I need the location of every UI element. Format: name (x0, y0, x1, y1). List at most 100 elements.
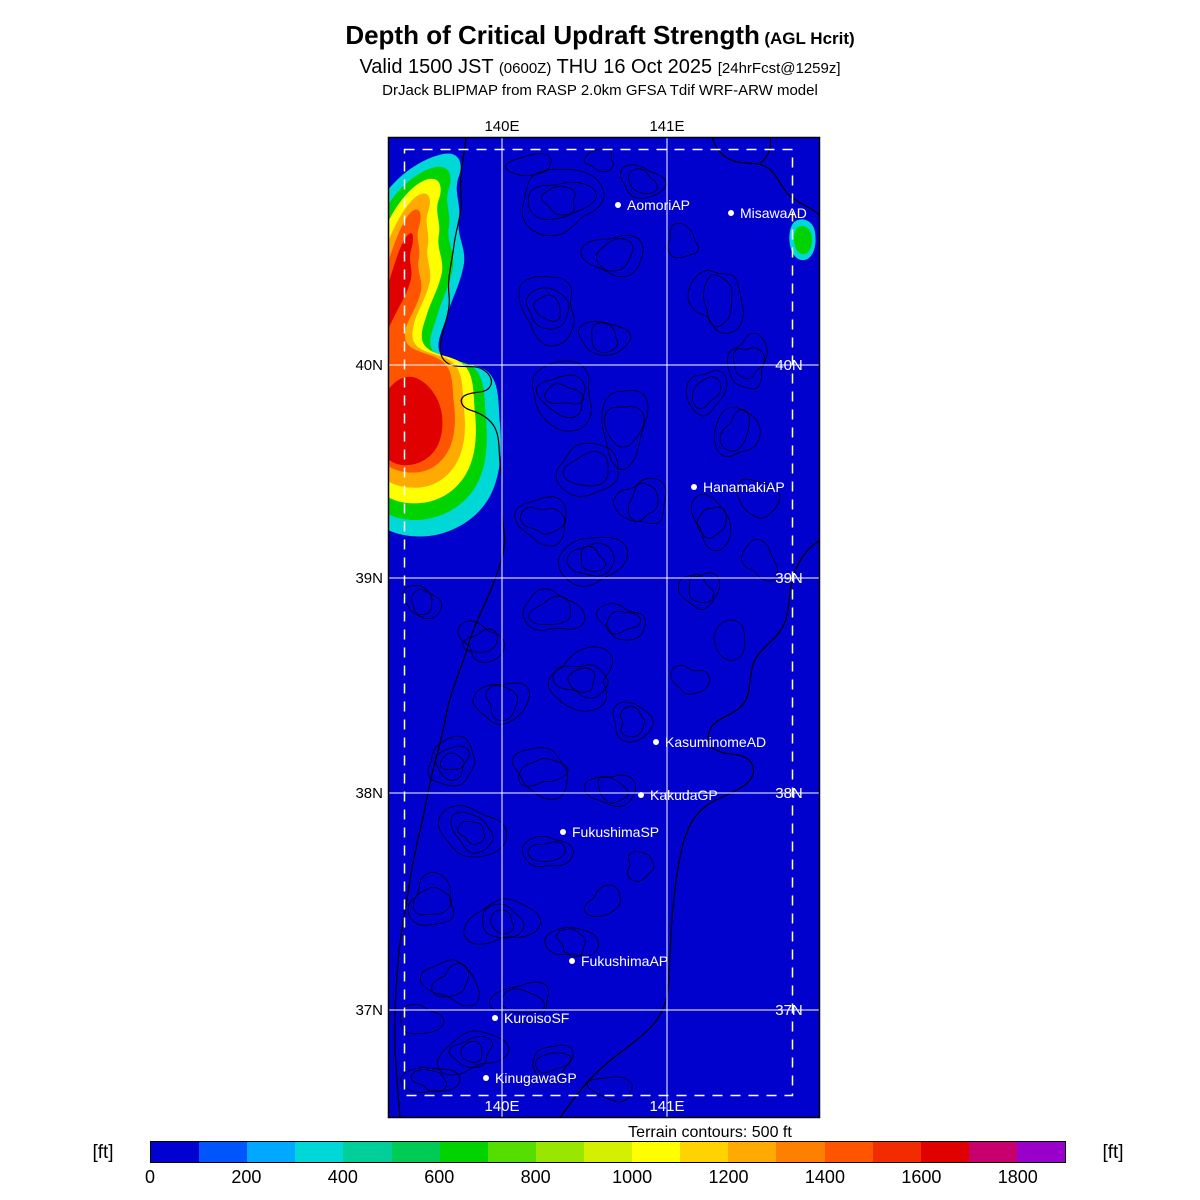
coastline-north (711, 137, 820, 221)
station-label: KasuminomeAD (665, 734, 766, 750)
terrain-contour-line (532, 1044, 574, 1083)
lon-label-bottom: 141E (649, 1098, 684, 1115)
station-dot (569, 958, 575, 964)
terrain-contour-line (402, 584, 442, 619)
lat-label-right: 38N (775, 785, 803, 802)
terrain-contour-line (562, 451, 609, 487)
terrain-contour-line (527, 181, 597, 220)
lat-label-left: 39N (355, 570, 383, 587)
terrain-contour-line (558, 536, 629, 587)
colorbar-tick-label: 200 (231, 1167, 262, 1187)
terrain-contour-line (670, 664, 710, 695)
terrain-contour-line (450, 811, 494, 854)
coastline-west (394, 137, 506, 1118)
terrain-contour-line (457, 820, 485, 845)
terrain-contour-line (601, 389, 649, 470)
terrain-contour-line (726, 332, 768, 390)
terrain-contour-line (696, 507, 727, 539)
terrain-contour-line (591, 322, 619, 354)
terrain-contour-line (667, 222, 699, 259)
terrain-contour-line (556, 928, 586, 957)
terrain-contour-line (528, 595, 571, 625)
colorbar-tick-label: 1800 (997, 1167, 1038, 1187)
terrain-contour-line (463, 898, 542, 945)
terrain-contour-line (703, 274, 733, 328)
terrain-contour-line (692, 376, 722, 410)
terrain-contour-line (522, 588, 586, 631)
colorbar-segment (872, 1142, 921, 1162)
colorbar-segment (583, 1142, 633, 1162)
terrain-contour-line (419, 959, 480, 1007)
colorbar-tick-label: 600 (424, 1167, 455, 1187)
terrain-contour-line (597, 775, 629, 804)
terrain-contour-line (741, 538, 779, 582)
station-label: KinugawaGP (495, 1070, 577, 1086)
lat-label-left: 37N (355, 1002, 383, 1019)
station-dot (615, 202, 621, 208)
colorbar-tick-label: 400 (327, 1167, 358, 1187)
terrain-contour-line (567, 667, 596, 693)
colorbar-segment (680, 1142, 729, 1162)
terrain-contour-line (411, 589, 433, 616)
terrain-contour-line (544, 383, 585, 405)
terrain-contour-line (462, 628, 498, 653)
terrain-contour-line (685, 370, 728, 417)
terrain-contour-line (485, 685, 518, 721)
valid-prefix: Valid 1500 JST (359, 56, 494, 78)
terrain-contour-line (400, 1003, 445, 1035)
terrain-contour-line (628, 168, 658, 194)
terrain-contours (400, 148, 781, 1102)
terrain-contour-line (580, 546, 607, 572)
colorbar-segment (824, 1142, 873, 1162)
terrain-contour-line (596, 238, 634, 272)
colorbar-segment (343, 1142, 392, 1162)
lat-label-right: 37N (775, 1002, 803, 1019)
station-dot (653, 739, 659, 745)
valid-line: Valid 1500 JST (0600Z) THU 16 Oct 2025 [… (0, 56, 1200, 79)
terrain-contour-line (535, 1052, 572, 1074)
colorbar-ticks: 0 200 400 600 800 1000 1200 1400 1600 1800 (145, 1167, 1066, 1189)
terrain-contour-line (620, 705, 645, 737)
terrain-contour-line (713, 619, 745, 661)
grid-lines (388, 137, 820, 1118)
station-dot (492, 1015, 498, 1021)
station-label: KakudaGP (650, 787, 718, 803)
station-dot (638, 792, 644, 798)
terrain-contour-line (586, 1076, 633, 1102)
terrain-contour-line (490, 909, 514, 935)
terrain-contour-line (552, 664, 609, 699)
station-label: MisawaAD (740, 205, 807, 221)
station-label: FukushimaAP (581, 953, 668, 969)
terrain-contour-line (400, 1067, 461, 1094)
terrain-contour-line (687, 270, 744, 334)
terrain-contour-line (541, 185, 576, 216)
terrain-contour-line (596, 603, 646, 641)
plume-core-red-upper (388, 233, 414, 330)
colorbar-tick-label: 0 (144, 1167, 156, 1187)
terrain-contour-line (583, 774, 636, 807)
colorbar-segment (920, 1142, 969, 1162)
coastlines (394, 137, 820, 1118)
station-label: FukushimaSP (572, 824, 659, 840)
colorbar-segment (439, 1142, 488, 1162)
terrain-contour-line (627, 851, 655, 882)
valid-date: THU 16 Oct 2025 (556, 56, 713, 78)
colorbar-tick-label: 1200 (708, 1167, 749, 1187)
lat-label-right: 40N (775, 357, 803, 374)
colorbar-tick-label: 1000 (612, 1167, 653, 1187)
colorbar-segment (391, 1142, 440, 1162)
lon-label-top: 140E (484, 118, 519, 135)
colorbar (150, 1141, 1066, 1163)
colorbar-tick-label: 800 (520, 1167, 551, 1187)
station-label: HanamakiAP (703, 479, 785, 495)
terrain-contour-line (736, 478, 781, 519)
coastline-east (559, 539, 820, 1118)
coastline-north-inner (759, 137, 772, 164)
terrain-contour-line (527, 841, 566, 862)
terrain-contour-line (460, 1040, 483, 1063)
colorbar-unit-right: [ft] (1102, 1142, 1124, 1163)
colorbar-segment (151, 1142, 200, 1162)
station-label: AomoriAP (627, 197, 690, 213)
